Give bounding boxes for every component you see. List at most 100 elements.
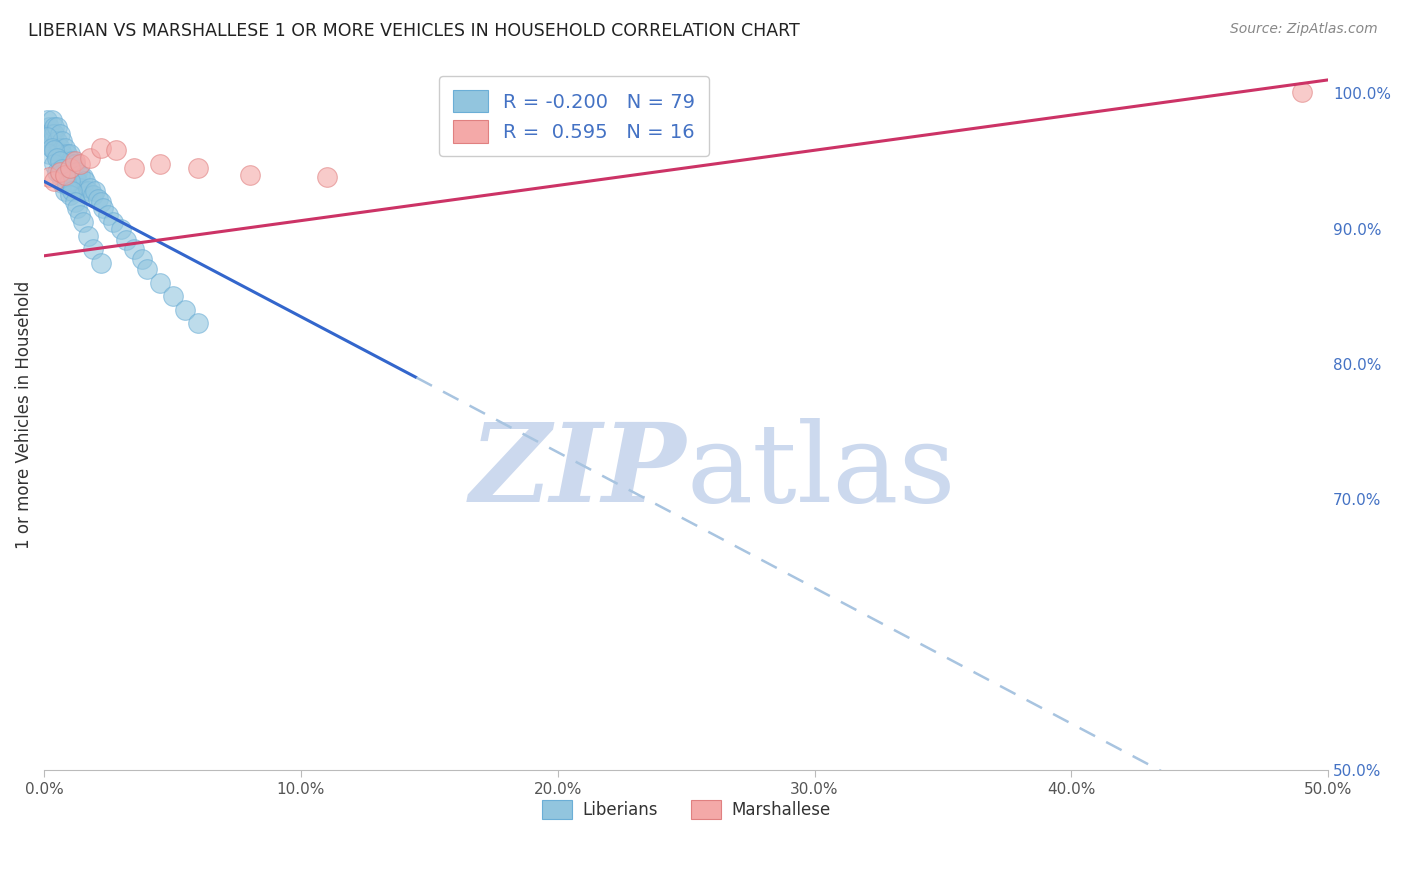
Point [69,181,91,195]
Point [69,168,91,182]
Point [90,255,112,269]
Point [46,147,69,161]
Point [35,129,58,144]
Point [76,228,98,243]
Point [53,154,76,169]
Point [53,184,76,198]
Point [44,174,66,188]
Point [238,168,260,182]
Point [51,176,73,190]
Point [97,208,120,222]
Point [63,194,86,209]
Point [131,252,153,266]
Point [38,170,60,185]
Text: Source: ZipAtlas.com: Source: ZipAtlas.com [1230,22,1378,37]
Legend: Liberians, Marshallese: Liberians, Marshallese [536,793,837,826]
Point [53,168,76,182]
Point [48,154,70,169]
Point [103,215,125,229]
Point [90,140,112,154]
Point [60,154,83,169]
Point [91,202,114,216]
Point [63,157,86,171]
Text: atlas: atlas [686,418,956,525]
Point [149,276,172,290]
Point [59,188,82,202]
Point [63,154,86,169]
Point [38,120,60,135]
Point [72,215,94,229]
Point [105,143,128,157]
Point [48,140,70,154]
Point [72,184,94,198]
Point [46,165,69,179]
Point [38,127,60,141]
Point [56,178,79,193]
Point [48,154,70,169]
Point [56,161,79,175]
Point [59,147,82,161]
Point [162,289,184,303]
Point [38,147,60,161]
Point [66,165,89,179]
Point [66,174,89,188]
Point [63,170,86,185]
Point [187,317,209,331]
Point [41,134,63,148]
Point [53,170,76,185]
Point [82,188,104,202]
Point [90,194,112,209]
Point [315,170,337,185]
Point [51,161,73,175]
Point [56,147,79,161]
Point [122,242,145,256]
Point [53,140,76,154]
Point [44,140,66,154]
Point [69,208,91,222]
Point [79,181,101,195]
Point [41,140,63,154]
Point [59,174,82,188]
Point [48,127,70,141]
Point [48,165,70,179]
Point [48,168,70,182]
Y-axis label: 1 or more Vehicles in Household: 1 or more Vehicles in Household [15,281,32,549]
Point [41,127,63,141]
Point [69,157,91,171]
Point [46,152,69,166]
Point [149,157,172,171]
Point [46,120,69,135]
Point [59,168,82,182]
Point [187,161,209,175]
Point [1291,85,1313,99]
Point [44,120,66,135]
Point [46,134,69,148]
Text: ZIP: ZIP [470,417,686,525]
Point [75,174,97,188]
Point [72,170,94,185]
Point [59,157,82,171]
Point [110,221,132,235]
Point [51,162,73,177]
Point [41,113,63,128]
Point [135,262,157,277]
Point [76,184,98,198]
Point [44,157,66,171]
Point [44,143,66,157]
Point [59,161,82,175]
Point [79,152,101,166]
Point [60,165,83,179]
Text: LIBERIAN VS MARSHALLESE 1 OR MORE VEHICLES IN HOUSEHOLD CORRELATION CHART: LIBERIAN VS MARSHALLESE 1 OR MORE VEHICL… [28,22,800,40]
Point [122,161,145,175]
Point [51,134,73,148]
Point [44,127,66,141]
Point [87,192,110,206]
Point [53,168,76,182]
Point [174,302,197,317]
Point [51,147,73,161]
Point [35,113,58,128]
Point [66,202,89,216]
Point [82,242,104,256]
Point [84,184,107,198]
Point [115,233,138,247]
